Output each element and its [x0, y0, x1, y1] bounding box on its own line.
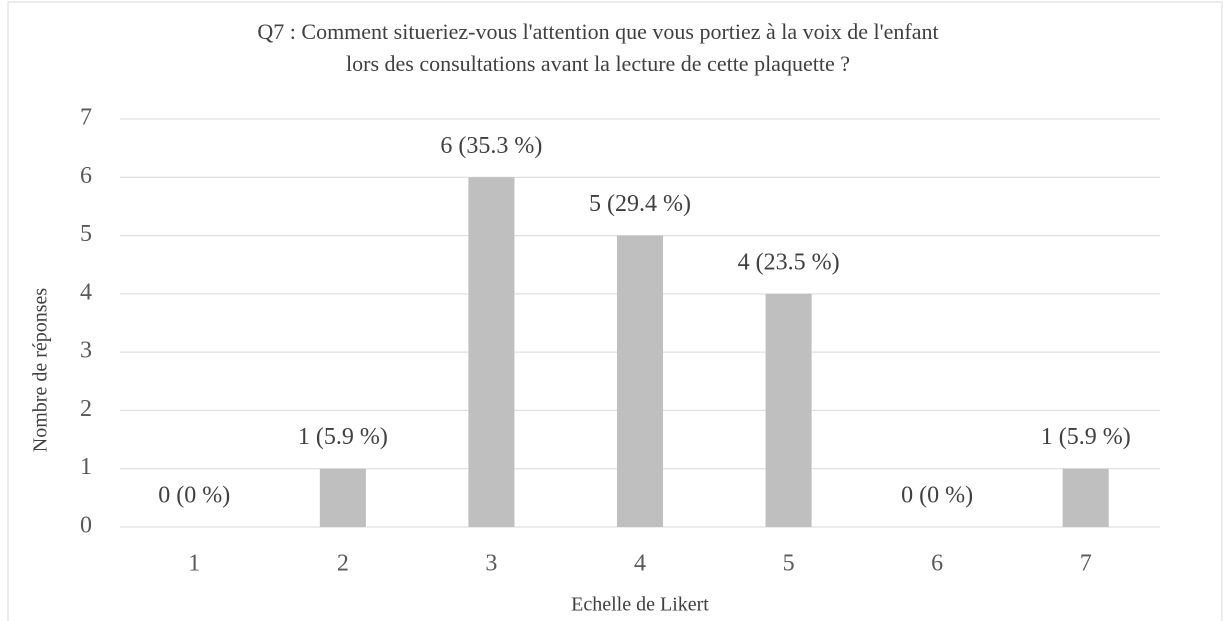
y-tick-label: 6: [80, 163, 92, 189]
bar: [1062, 468, 1109, 527]
y-tick-label: 7: [80, 105, 92, 131]
x-tick-label: 5: [783, 551, 795, 577]
data-label: 0 (0 %): [158, 483, 230, 509]
x-tick-label: 6: [931, 551, 943, 577]
bar: [616, 235, 664, 528]
y-tick-label: 4: [80, 279, 92, 305]
chart-title: lors des consultations avant la lecture …: [346, 51, 850, 76]
chart-title: Q7 : Comment situeriez-vous l'attention …: [257, 19, 938, 44]
y-tick-label: 2: [80, 396, 92, 422]
bar: [319, 468, 366, 527]
x-tick-label: 3: [485, 551, 497, 577]
chart-border: [7, 1, 1223, 621]
y-tick-label: 3: [80, 338, 92, 364]
data-label: 6 (35.3 %): [440, 133, 542, 159]
x-tick-label: 2: [337, 551, 349, 577]
y-tick-label: 1: [80, 454, 92, 480]
data-label: 1 (5.9 %): [1041, 424, 1131, 450]
x-axis-title: Echelle de Likert: [571, 594, 709, 616]
data-label: 5 (29.4 %): [589, 191, 691, 217]
bar: [765, 293, 812, 527]
bar: [468, 177, 515, 528]
y-tick-label: 0: [80, 513, 92, 539]
y-tick-label: 5: [80, 221, 92, 247]
data-label: 4 (23.5 %): [738, 249, 840, 275]
x-tick-label: 7: [1080, 551, 1092, 577]
data-label: 0 (0 %): [901, 483, 973, 509]
x-tick-label: 4: [634, 551, 646, 577]
x-tick-label: 1: [188, 551, 200, 577]
y-axis-title: Nombre de réponses: [30, 288, 52, 453]
data-label: 1 (5.9 %): [298, 424, 388, 450]
